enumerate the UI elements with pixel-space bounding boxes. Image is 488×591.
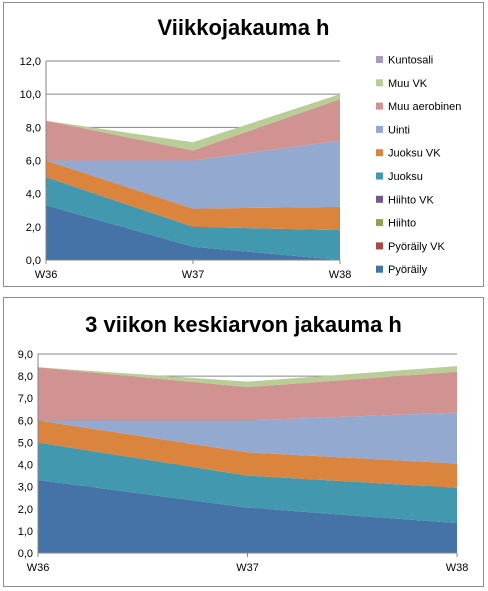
y-tick-label: 12,0 xyxy=(20,56,41,68)
y-tick-label: 3,0 xyxy=(18,482,33,494)
weekly-chart-panel: Viikkojakauma h 0,0 2,0 4,0 6,0 8,0 10,0 12,0 W… xyxy=(3,2,484,287)
y-tick-label: 2,0 xyxy=(26,222,41,234)
x-tick-label: W37 xyxy=(182,269,205,281)
area-juoksu xyxy=(38,442,457,524)
legend-label-kuntosali: Kuntosali xyxy=(388,55,433,67)
y-tick-label: 8,0 xyxy=(18,371,33,383)
legend-swatch-kuntosali xyxy=(376,56,383,63)
x-tick-label: W38 xyxy=(446,562,469,574)
y-tick-label: 6,0 xyxy=(26,156,41,168)
area-pyoraily xyxy=(38,480,457,553)
legend-label-hiihto-vk: Hiihto VK xyxy=(388,194,435,206)
area-juoksu xyxy=(46,177,340,260)
y-tick-label: 10,0 xyxy=(20,89,41,101)
legend-swatch-juoksu-vk xyxy=(376,149,383,157)
area-juoksu-vk xyxy=(46,160,340,231)
legend-swatch-muu-aerobinen xyxy=(376,102,383,110)
y-tick-label: 5,0 xyxy=(18,437,33,449)
y-tick-label: 7,0 xyxy=(18,393,33,405)
chart-title: Viikkojakauma h xyxy=(157,15,330,40)
area-juoksu-vk xyxy=(38,420,457,488)
legend-swatch-juoksu xyxy=(376,172,383,180)
x-tick-label: W36 xyxy=(27,562,50,574)
legend-label-pyoraily-vk: Pyöräily VK xyxy=(388,241,446,253)
y-tick-label: 1,0 xyxy=(18,526,33,538)
legend-swatch-muu-vk xyxy=(376,79,383,87)
legend-swatch-pyoraily-vk xyxy=(376,242,383,250)
legend-label-hiihto: Hiihto xyxy=(388,218,416,230)
x-tick-label: W37 xyxy=(236,562,259,574)
y-tick-label: 0,0 xyxy=(26,255,41,267)
area-muu-vk xyxy=(38,366,457,388)
x-tick-label: W38 xyxy=(329,269,352,281)
legend-label-juoksu: Juoksu xyxy=(388,171,423,183)
area-muu-aerobinen xyxy=(38,367,457,421)
average-area-chart: 0,0 1,0 2,0 3,0 4,0 5,0 6,0 7,0 8,0 9,0 W36 W37 W38 xyxy=(18,349,469,574)
y-tick-label: 4,0 xyxy=(26,189,41,201)
legend-label-muu-vk: Muu VK xyxy=(388,78,428,90)
legend-label-uinti: Uinti xyxy=(388,124,410,136)
area-uinti xyxy=(46,140,340,209)
y-tick-label: 4,0 xyxy=(18,460,33,472)
legend-swatch-pyoraily xyxy=(376,265,383,273)
legend-label-muu-aerobinen: Muu aerobinen xyxy=(388,101,461,113)
y-tick-label: 2,0 xyxy=(18,504,33,516)
legend-swatch-hiihto xyxy=(376,219,383,227)
y-tick-label: 8,0 xyxy=(26,122,41,134)
y-tick-label: 6,0 xyxy=(18,415,33,427)
y-tick-label: 9,0 xyxy=(18,349,33,361)
average-chart-panel: 3 viikon keskiarvon jakauma h 0,0 1,0 2,0 3… xyxy=(3,297,484,587)
area-uinti xyxy=(38,412,457,464)
legend-label-juoksu-vk: Juoksu VK xyxy=(388,148,441,160)
legend-label-pyoraily: Pyöräily xyxy=(388,264,428,276)
y-tick-label: 0,0 xyxy=(18,548,33,560)
chart-title: 3 viikon keskiarvon jakauma h xyxy=(85,312,402,337)
area-muu-aerobinen xyxy=(46,99,340,161)
x-tick-label: W36 xyxy=(35,269,58,281)
weekly-area-chart: 0,0 2,0 4,0 6,0 8,0 10,0 12,0 W36 W37 W38 Kuntosal… xyxy=(20,55,462,282)
area-pyoraily xyxy=(46,205,340,260)
legend-swatch-uinti xyxy=(376,125,383,133)
legend-swatch-hiihto-vk xyxy=(376,195,383,203)
